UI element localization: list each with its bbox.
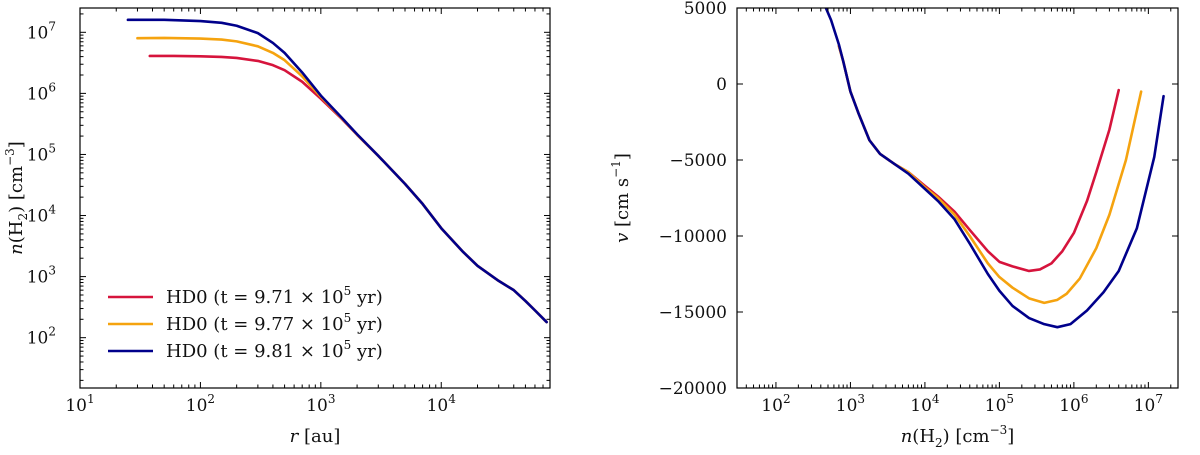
x-axis-label: n(H2) [cm−3]	[901, 423, 1015, 450]
x-tick-label: 106	[1059, 392, 1088, 416]
x-tick-label: 104	[427, 392, 457, 416]
x-tick-label: 103	[836, 392, 865, 416]
density-profile-panel: 101 102 103 104 102 103 104 105 106 107 r [au] n(H2…	[3, 7, 551, 447]
series-line-1	[837, 44, 1121, 273]
x-tick-label: 107	[1134, 392, 1163, 416]
x-axis-label: r [au]	[290, 426, 341, 447]
x-tick-label: 104	[910, 392, 940, 416]
y-tick-label: 103	[27, 264, 56, 288]
y-axis-label: v [cm s−1]	[609, 153, 633, 243]
y-tick-label: 106	[27, 80, 56, 104]
x-tick-label: 105	[985, 392, 1014, 416]
velocity-profile-panel: 102 103 104 105 106 107 5000 0 −5000 −10000 −15000…	[609, 0, 1179, 450]
series-line-1	[148, 54, 548, 324]
y-tick-label: 102	[27, 325, 56, 349]
y-tick-label: −20000	[659, 379, 727, 399]
series-line-2	[136, 36, 548, 324]
y-tick-label: −15000	[659, 303, 727, 323]
series-line-3	[824, 8, 1165, 329]
axes-frame	[736, 7, 1179, 389]
y-tick-label: 5000	[684, 0, 727, 19]
legend-label-1: HD0 (t = 9.71 × 105 yr)	[166, 284, 383, 308]
series-group	[824, 8, 1165, 329]
series-group	[126, 18, 548, 324]
x-tick-label: 102	[761, 392, 790, 416]
legend-label-2: HD0 (t = 9.77 × 105 yr)	[166, 311, 383, 335]
y-tick-label: 107	[27, 19, 56, 43]
y-tick-label: 104	[27, 203, 57, 227]
y-axis-label: n(H2) [cm−3]	[3, 141, 30, 255]
x-tick-label: 103	[306, 392, 335, 416]
y-tick-label: −5000	[669, 151, 727, 171]
y-tick-label: 105	[27, 141, 56, 165]
legend-label-3: HD0 (t = 9.81 × 105 yr)	[166, 338, 383, 362]
x-tick-label: 102	[186, 392, 215, 416]
x-tick-label: 101	[65, 392, 94, 416]
series-line-3	[126, 18, 548, 324]
legend: HD0 (t = 9.71 × 105 yr) HD0 (t = 9.77 × 1…	[108, 284, 383, 362]
y-tick-label: −10000	[659, 227, 727, 247]
y-tick-label: 0	[716, 75, 727, 95]
